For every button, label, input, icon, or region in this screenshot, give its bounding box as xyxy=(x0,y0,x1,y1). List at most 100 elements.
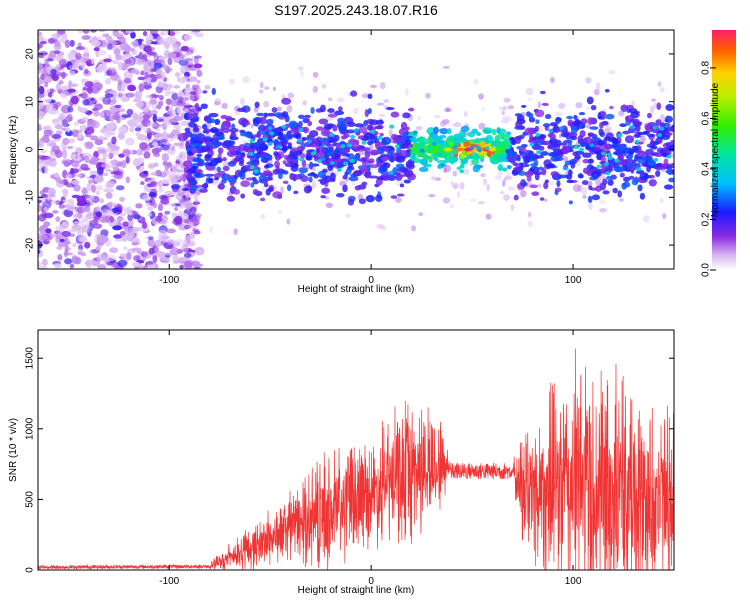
spectrogram-cell xyxy=(69,70,76,76)
spectrogram-cell xyxy=(259,81,264,89)
spectrogram-cell xyxy=(127,213,134,222)
spectrogram-cell xyxy=(191,147,198,154)
spectrogram-cell xyxy=(231,132,237,138)
spectrogram-cell xyxy=(474,153,479,160)
spectrogram-cell xyxy=(311,163,320,167)
spectrogram-cell xyxy=(194,32,204,38)
spectrogram-cell xyxy=(107,69,112,75)
spectrogram-cell xyxy=(555,116,562,124)
spectrogram-cell xyxy=(133,255,141,262)
spectrogram-cell xyxy=(72,242,77,248)
spectrogram-cell xyxy=(207,163,213,167)
spectrogram-cell xyxy=(40,266,47,269)
spectrogram-cell xyxy=(231,123,236,130)
spectrogram-cell xyxy=(245,131,253,136)
spectrogram-cell xyxy=(125,137,135,146)
spectrogram-cell xyxy=(182,99,188,103)
spectrogram-cell xyxy=(546,163,556,169)
spectrogram-cell xyxy=(553,124,559,132)
spectrogram-cell xyxy=(370,129,376,134)
spectrogram-cell xyxy=(624,135,635,144)
spectrogram-cell xyxy=(619,123,627,128)
spectrogram-cell xyxy=(456,190,461,199)
spectrogram-cell xyxy=(38,31,43,37)
spectrogram-cell xyxy=(478,93,484,100)
spectrogram-cell xyxy=(77,251,83,256)
spectrogram-cell xyxy=(259,152,268,157)
spectrogram-cell xyxy=(85,126,95,135)
spectrogram-cell xyxy=(617,190,623,198)
spectrogram-cell xyxy=(549,122,558,127)
spectrogram-cell xyxy=(392,167,398,175)
spectrogram-cell xyxy=(85,212,95,220)
spectrogram-cell xyxy=(39,238,46,243)
spectrogram-cell xyxy=(387,174,397,182)
spectrogram-cell xyxy=(552,140,558,148)
spectrogram-cell xyxy=(153,137,163,141)
spectrogram-cell xyxy=(366,160,373,164)
spectrogram-cell xyxy=(567,139,573,148)
spectrogram-cell xyxy=(581,180,589,186)
spectrogram-cell xyxy=(417,136,427,144)
spectrogram-cell xyxy=(123,77,132,84)
spectrogram-cell xyxy=(598,169,606,174)
spectrogram-cell xyxy=(183,203,193,210)
spectrogram-cell xyxy=(106,162,112,169)
spectrogram-cell xyxy=(128,120,138,128)
spectrogram-cell xyxy=(351,141,360,149)
spectrogram-cell xyxy=(55,216,61,223)
spectrogram-cell xyxy=(225,120,231,128)
spectrogram-cell xyxy=(157,251,166,258)
spectrogram-cell xyxy=(657,81,662,87)
spectrogram-cell xyxy=(263,100,270,108)
spectrogram-cell xyxy=(585,77,592,84)
spectrogram-cell xyxy=(586,106,591,111)
spectrogram-cell xyxy=(142,107,150,113)
spectrogram-cell xyxy=(608,70,616,75)
spectrogram-cell xyxy=(96,166,104,175)
spectrogram-cell xyxy=(381,136,392,145)
spectrogram-ytick-label: 0 xyxy=(25,146,36,152)
spectrogram-cell xyxy=(256,112,265,117)
spectrogram-cell xyxy=(97,234,107,244)
spectrogram-cell xyxy=(565,173,573,180)
spectrogram-cell xyxy=(109,216,115,223)
spectrogram-cell xyxy=(619,172,625,178)
spectrogram-cell xyxy=(185,173,193,181)
snr-frame xyxy=(37,329,675,571)
spectrogram-cell xyxy=(548,128,554,133)
spectrogram-cell xyxy=(433,126,439,135)
spectrogram-cell xyxy=(213,101,221,106)
spectrogram-cell xyxy=(579,147,585,152)
spectrogram-cell xyxy=(154,247,160,253)
spectrogram-cell xyxy=(302,137,308,141)
spectrogram-cell xyxy=(296,132,302,140)
spectrogram-cell xyxy=(288,120,298,129)
spectrogram-cell xyxy=(395,197,402,203)
spectrogram-cell xyxy=(633,134,642,138)
spectrogram-cell xyxy=(513,194,519,201)
spectrogram-cell xyxy=(178,197,186,206)
spectrogram-cell xyxy=(96,65,104,73)
spectrogram-cell xyxy=(86,142,93,148)
spectrogram-cell xyxy=(344,152,350,157)
spectrogram-cell xyxy=(434,157,439,162)
spectrogram-cell xyxy=(574,150,585,155)
spectrogram-cell xyxy=(307,172,318,177)
spectrogram-cell xyxy=(201,145,211,153)
spectrogram-cell xyxy=(646,112,652,119)
spectrogram-cell xyxy=(114,238,124,242)
spectrogram-cell xyxy=(58,80,64,85)
spectrogram-cell xyxy=(147,212,153,217)
spectrogram-cell xyxy=(537,183,542,188)
spectrogram-cell xyxy=(185,140,190,148)
spectrogram-cell xyxy=(446,135,457,143)
spectrogram-cell xyxy=(459,136,464,143)
spectrogram-cell xyxy=(38,199,43,204)
spectrogram-cell xyxy=(634,139,640,144)
spectrogram-cell xyxy=(166,228,176,234)
spectrogram-cell xyxy=(208,177,214,184)
spectrogram-cell xyxy=(502,106,508,111)
spectrogram-cell xyxy=(515,154,521,160)
